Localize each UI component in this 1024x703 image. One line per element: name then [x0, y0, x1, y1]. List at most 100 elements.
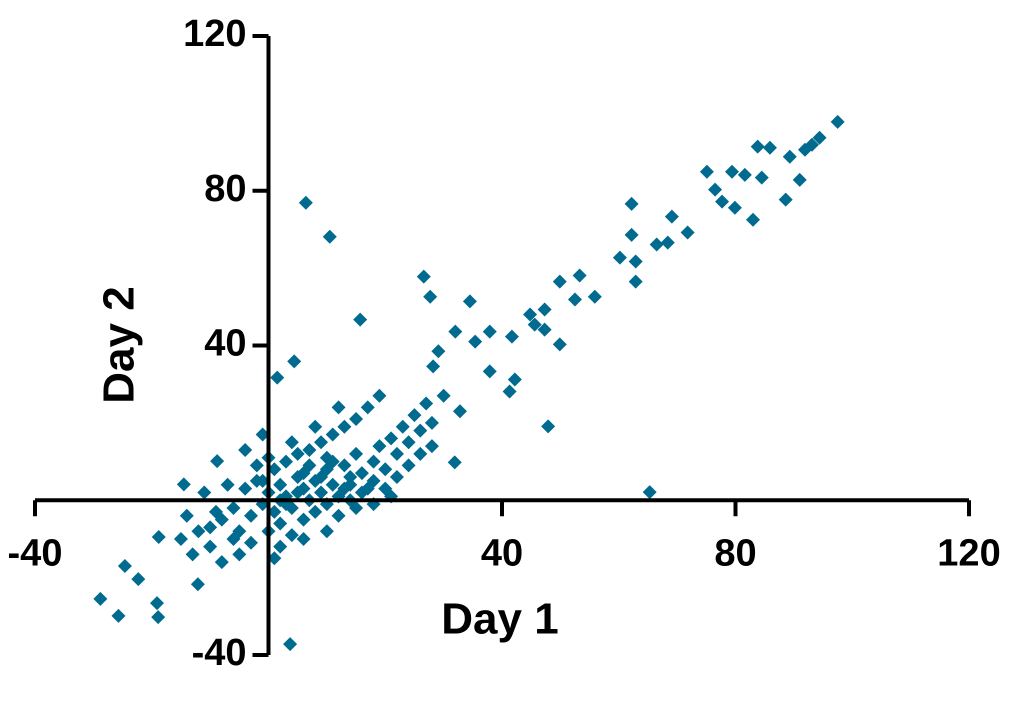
point: [612, 250, 627, 265]
point: [372, 439, 387, 454]
point: [173, 531, 188, 546]
point: [664, 209, 679, 224]
point: [737, 167, 752, 182]
point: [111, 608, 126, 623]
point: [296, 512, 311, 527]
point: [754, 170, 769, 185]
x-axis-label: Day 1: [441, 595, 558, 644]
point: [482, 324, 497, 339]
point: [302, 442, 317, 457]
point: [541, 419, 556, 434]
point: [255, 427, 270, 442]
point: [243, 508, 258, 523]
point: [642, 485, 657, 500]
point: [296, 531, 311, 546]
point: [413, 446, 428, 461]
point: [354, 466, 369, 481]
point: [778, 192, 793, 207]
point: [628, 274, 643, 289]
point: [131, 572, 146, 587]
point: [482, 364, 497, 379]
point: [762, 140, 777, 155]
point: [416, 269, 431, 284]
point: [413, 423, 428, 438]
point: [572, 268, 587, 283]
point: [151, 610, 166, 625]
point: [208, 504, 223, 519]
point: [117, 559, 132, 574]
point: [552, 337, 567, 352]
point: [830, 114, 845, 129]
point: [298, 195, 313, 210]
point: [331, 508, 346, 523]
point: [197, 485, 212, 500]
point: [273, 516, 288, 531]
point: [203, 520, 218, 535]
point: [419, 396, 434, 411]
y-axis-label: Day 2: [95, 286, 144, 403]
point: [337, 458, 352, 473]
point: [243, 535, 258, 550]
point: [527, 317, 542, 332]
point: [150, 596, 165, 611]
point: [462, 294, 477, 309]
point: [349, 446, 364, 461]
point: [314, 485, 329, 500]
point: [507, 372, 522, 387]
point: [290, 446, 305, 461]
point: [176, 477, 191, 492]
x-tick-label: 120: [937, 532, 1000, 574]
point: [343, 470, 358, 485]
point: [308, 504, 323, 519]
point: [290, 485, 305, 500]
point: [366, 454, 381, 469]
y-tick-label: 120: [183, 13, 246, 55]
point: [185, 547, 200, 562]
point: [750, 139, 765, 154]
point: [314, 470, 329, 485]
point: [436, 388, 451, 403]
point: [395, 419, 410, 434]
point: [447, 455, 462, 470]
point: [337, 419, 352, 434]
point: [308, 419, 323, 434]
y-tick-label: 80: [204, 168, 246, 210]
point: [797, 142, 812, 157]
point: [401, 435, 416, 450]
point: [389, 470, 404, 485]
point: [727, 200, 742, 215]
point: [238, 481, 253, 496]
point: [354, 485, 369, 500]
point: [191, 524, 206, 539]
point: [226, 500, 241, 515]
point: [628, 254, 643, 269]
point: [401, 458, 416, 473]
point: [624, 227, 639, 242]
point: [424, 439, 439, 454]
point: [372, 388, 387, 403]
point: [504, 329, 519, 344]
point: [284, 528, 299, 543]
point: [232, 547, 247, 562]
point: [423, 289, 438, 304]
y-tick-label: -40: [192, 632, 247, 674]
point: [226, 531, 241, 546]
point: [151, 530, 166, 545]
point: [325, 427, 340, 442]
point: [267, 504, 282, 519]
point: [287, 354, 302, 369]
x-tick-label: 40: [481, 532, 523, 574]
point: [724, 164, 739, 179]
point: [552, 274, 567, 289]
x-tick-label: -40: [8, 532, 63, 574]
point: [331, 400, 346, 415]
y-tick-label: 40: [204, 323, 246, 365]
point: [284, 435, 299, 450]
point: [93, 591, 108, 606]
point: [699, 164, 714, 179]
point: [384, 431, 399, 446]
point: [210, 454, 225, 469]
point: [366, 473, 381, 488]
point: [249, 458, 264, 473]
